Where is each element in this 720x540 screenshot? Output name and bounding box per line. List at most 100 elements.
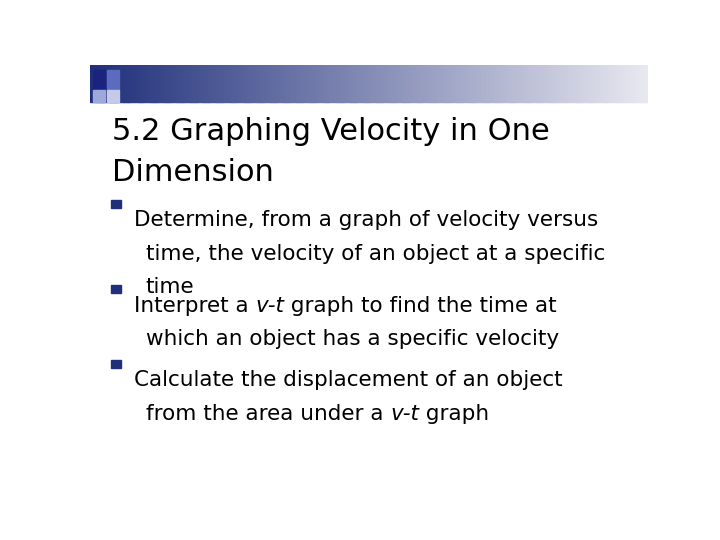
Bar xyxy=(269,65,271,102)
Bar xyxy=(583,65,585,102)
Bar xyxy=(237,65,239,102)
Bar xyxy=(183,65,186,102)
Bar xyxy=(274,65,276,102)
Bar xyxy=(142,65,145,102)
Bar xyxy=(215,65,217,102)
Bar xyxy=(624,65,626,102)
Bar xyxy=(428,65,431,102)
Bar xyxy=(138,65,141,102)
Bar xyxy=(282,65,284,102)
Bar xyxy=(412,65,414,102)
Bar xyxy=(382,65,384,102)
Bar xyxy=(244,65,247,102)
Bar xyxy=(544,65,546,102)
Bar xyxy=(105,65,107,102)
Bar xyxy=(116,65,119,102)
Bar xyxy=(111,285,121,294)
Bar xyxy=(280,65,282,102)
Bar xyxy=(307,65,310,102)
Bar xyxy=(533,65,535,102)
Bar xyxy=(205,65,208,102)
Bar xyxy=(512,65,515,102)
Bar xyxy=(174,65,176,102)
Bar xyxy=(111,360,121,368)
Bar xyxy=(213,65,215,102)
Bar xyxy=(209,65,212,102)
Bar xyxy=(380,65,382,102)
Bar xyxy=(520,65,522,102)
Bar xyxy=(110,65,113,102)
Bar xyxy=(425,65,427,102)
Bar xyxy=(510,65,513,102)
Bar xyxy=(609,65,611,102)
Bar xyxy=(431,65,433,102)
Bar xyxy=(536,65,539,102)
Bar xyxy=(266,65,269,102)
Bar xyxy=(593,65,595,102)
Bar xyxy=(330,65,333,102)
Bar xyxy=(235,65,238,102)
Bar xyxy=(259,65,261,102)
Bar xyxy=(523,65,526,102)
Bar xyxy=(159,65,161,102)
Bar xyxy=(374,65,377,102)
Bar xyxy=(620,65,623,102)
Bar xyxy=(499,65,502,102)
Bar xyxy=(93,90,105,102)
Bar xyxy=(616,65,618,102)
Bar xyxy=(386,65,388,102)
Bar xyxy=(297,65,299,102)
Text: Calculate the displacement of an object: Calculate the displacement of an object xyxy=(133,370,562,390)
Bar xyxy=(367,65,369,102)
Bar xyxy=(341,65,343,102)
Bar xyxy=(289,65,292,102)
Bar xyxy=(326,65,328,102)
Bar xyxy=(408,65,410,102)
Bar xyxy=(199,65,202,102)
Bar xyxy=(514,65,516,102)
Bar xyxy=(393,65,395,102)
Bar xyxy=(356,65,359,102)
Bar xyxy=(111,200,121,208)
Bar xyxy=(168,65,171,102)
Bar xyxy=(601,65,604,102)
Bar xyxy=(161,65,163,102)
Bar xyxy=(444,65,446,102)
Bar xyxy=(361,65,364,102)
Bar xyxy=(462,65,464,102)
Text: Interpret a: Interpret a xyxy=(133,295,255,315)
Bar xyxy=(129,65,132,102)
Bar xyxy=(176,65,178,102)
Bar xyxy=(239,65,241,102)
Bar xyxy=(351,65,353,102)
Bar xyxy=(231,65,234,102)
Bar xyxy=(320,65,323,102)
Bar xyxy=(324,65,327,102)
Bar xyxy=(132,65,135,102)
Bar xyxy=(405,65,407,102)
Bar xyxy=(603,65,606,102)
Bar xyxy=(644,65,647,102)
Bar xyxy=(352,65,355,102)
Bar xyxy=(319,65,321,102)
Bar xyxy=(419,65,422,102)
Bar xyxy=(101,65,104,102)
Bar xyxy=(454,65,457,102)
Bar xyxy=(348,65,351,102)
Bar xyxy=(581,65,583,102)
Bar xyxy=(145,65,148,102)
Bar xyxy=(399,65,401,102)
Bar xyxy=(503,65,505,102)
Bar xyxy=(166,65,168,102)
Bar xyxy=(256,65,258,102)
Bar xyxy=(553,65,556,102)
Bar xyxy=(124,65,126,102)
Bar xyxy=(518,65,521,102)
Bar xyxy=(574,65,576,102)
Bar xyxy=(313,65,315,102)
Bar xyxy=(157,65,159,102)
Bar xyxy=(492,65,494,102)
Bar xyxy=(125,65,127,102)
Bar xyxy=(613,65,615,102)
Bar xyxy=(243,65,245,102)
